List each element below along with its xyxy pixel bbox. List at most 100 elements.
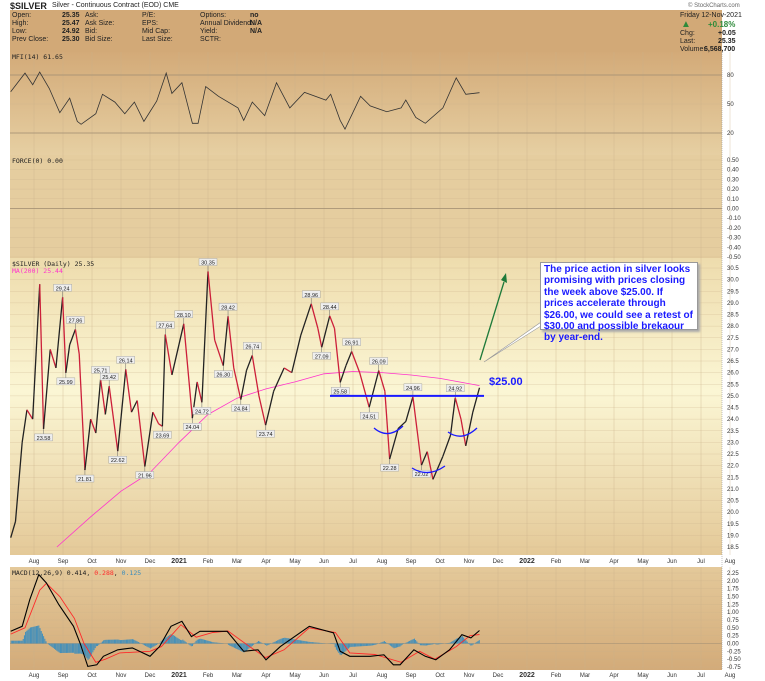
price-label: 30.35 — [201, 260, 215, 266]
x-axis-tick-label: Dec — [493, 559, 504, 565]
macd-histogram-bar — [471, 643, 473, 646]
macd-histogram-bar — [423, 643, 425, 646]
y-axis-tick-label: 21.0 — [727, 487, 739, 493]
macd-histogram-bar — [67, 643, 69, 653]
field-label: P/E: — [142, 12, 156, 19]
macd-histogram-bar — [370, 643, 372, 646]
left-shoulder-arc — [373, 425, 404, 435]
macd-histogram-bar — [70, 643, 72, 653]
macd-histogram-bar — [22, 638, 24, 644]
macd-histogram-bar — [362, 643, 364, 647]
macd-legend-name: MACD(12,26,9) — [12, 569, 63, 577]
y-axis-tick-label: 1.50 — [727, 595, 739, 601]
price-segment — [161, 334, 166, 427]
macd-histogram-bar — [461, 636, 463, 644]
macd-histogram-bar — [452, 640, 454, 644]
price-segment — [251, 355, 260, 396]
chg-label: Chg: — [680, 30, 695, 37]
macd-histogram-bar — [100, 642, 102, 644]
price-segment — [84, 419, 92, 471]
macd-histogram-bar — [427, 643, 429, 646]
x-axis-tick-label: Feb — [551, 559, 562, 565]
macd-histogram-bar — [285, 637, 287, 644]
macd-histogram-bar — [10, 640, 12, 644]
y-axis-tick-label: 20.5 — [727, 499, 739, 505]
price-label: 26.09 — [372, 360, 386, 366]
macd-histogram-bar — [346, 643, 348, 650]
macd-histogram-bar — [27, 629, 29, 644]
price-segment — [201, 271, 209, 403]
price-label: 25.42 — [102, 375, 116, 381]
macd-histogram-bar — [247, 643, 249, 650]
macd-histogram-bar — [63, 643, 65, 653]
price-label: 25.99 — [59, 380, 73, 386]
macd-histogram-bar — [334, 643, 336, 648]
price-segment — [389, 428, 399, 460]
macd-histogram-bar — [26, 630, 28, 644]
macd-histogram-bar — [245, 643, 247, 651]
y-axis-tick-label: -0.50 — [727, 255, 741, 261]
y-axis-tick-label: 0.50 — [727, 626, 739, 632]
price-label-box — [446, 384, 465, 392]
macd-histogram-bar — [164, 638, 166, 644]
macd-histogram-bar — [62, 643, 64, 653]
price-label-box — [192, 407, 212, 415]
macd-histogram-bar — [459, 637, 461, 644]
price-segment — [55, 297, 64, 369]
macd-histogram-bar — [278, 639, 280, 644]
macd-histogram-bar — [153, 643, 155, 647]
price-segment — [432, 456, 444, 480]
field-label: Low: — [12, 28, 27, 35]
y-axis-tick-label: 21.5 — [727, 475, 739, 481]
macd-histogram-bar — [93, 643, 95, 651]
macd-histogram-bar — [152, 643, 154, 648]
macd-histogram-bar — [137, 642, 139, 644]
macd-histogram-bar — [389, 643, 391, 646]
price-label: 26.74 — [245, 344, 259, 350]
price-label-box — [312, 352, 331, 360]
macd-histogram-bar — [433, 643, 435, 645]
macd-histogram-bar — [394, 643, 396, 648]
macd-histogram-bar — [185, 642, 187, 644]
price-label: 25.58 — [333, 389, 347, 395]
macd-histogram-bar — [232, 643, 234, 648]
y-axis-tick-label: 26.5 — [727, 359, 739, 365]
macd-histogram-bar — [13, 640, 15, 644]
macd-histogram-bar — [407, 641, 409, 644]
macd-histogram-bar — [157, 643, 159, 645]
macd-histogram-bar — [392, 643, 394, 648]
macd-histogram-bar — [320, 642, 322, 644]
macd-histogram-bar — [368, 643, 370, 646]
macd-histogram-bar — [382, 641, 384, 644]
field-label: Ask: — [85, 12, 99, 19]
macd-histogram-bar — [207, 640, 209, 644]
macd-histogram-bar — [409, 640, 411, 644]
y-axis-tick-label: 0.50 — [727, 158, 739, 164]
y-axis-tick-label: 0.30 — [727, 177, 739, 183]
macd-histogram-bar — [337, 643, 339, 652]
price-segment — [317, 328, 323, 348]
macd-histogram-bar — [439, 643, 441, 645]
macd-histogram-bar — [369, 643, 371, 646]
price-label: 24.84 — [234, 407, 248, 413]
price-label-box — [34, 433, 53, 442]
macd-histogram-bar — [51, 643, 53, 648]
macd-histogram-bar — [139, 642, 141, 644]
price-segment — [378, 370, 386, 392]
price-segment — [69, 329, 77, 345]
signal-legend-value: 0.288 — [94, 569, 114, 577]
field-value: N/A — [250, 28, 263, 35]
macd-histogram-bar — [200, 638, 202, 644]
macd-histogram-bar — [242, 643, 244, 652]
macd-histogram-bar — [184, 641, 186, 644]
macd-histogram-bar — [41, 633, 43, 644]
field-label: SCTR: — [200, 36, 221, 43]
x-axis-tick-label: 2021 — [171, 558, 187, 565]
macd-histogram-bar — [107, 639, 109, 644]
macd-histogram-bar — [251, 643, 253, 646]
macd-histogram-bar — [68, 643, 70, 653]
macd-histogram-bar — [113, 639, 115, 644]
macd-histogram-bar — [202, 639, 204, 644]
y-axis-tick-label: 20.0 — [727, 510, 739, 516]
macd-histogram-bar — [385, 642, 387, 644]
